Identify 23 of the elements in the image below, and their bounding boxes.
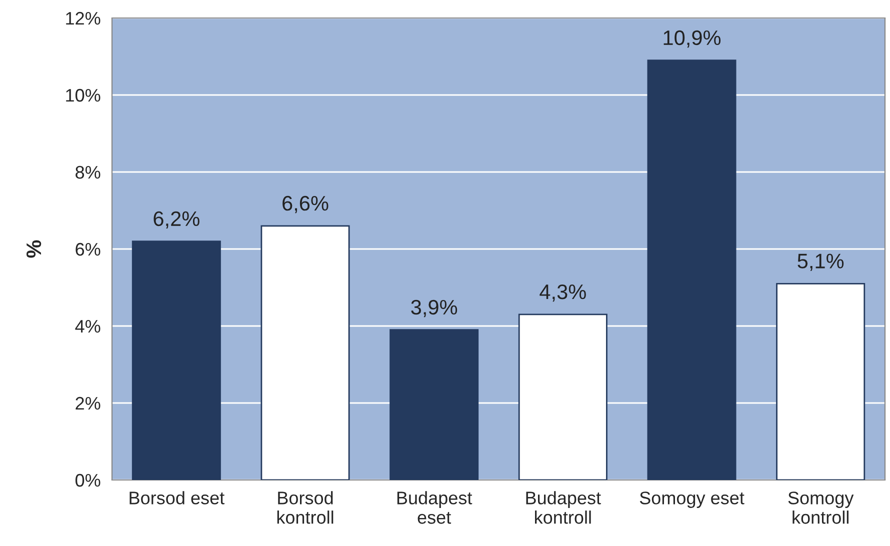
bar xyxy=(132,240,221,480)
data-label: 3,9% xyxy=(411,300,458,318)
x-tick-label: Budapest eset xyxy=(397,491,472,524)
bar xyxy=(390,329,479,480)
data-label: 5,1% xyxy=(798,254,844,271)
y-tick-label: 12% xyxy=(66,12,100,25)
y-axis-title: % xyxy=(26,240,42,258)
data-label: 10,9% xyxy=(664,30,721,48)
data-label: 4,3% xyxy=(540,284,586,302)
x-tick-label: Somogy kontroll xyxy=(788,492,854,524)
x-tick-label: Budapest kontroll xyxy=(526,491,601,524)
y-tick-label: 0% xyxy=(76,474,100,487)
data-label: 6,6% xyxy=(282,196,328,214)
x-tick-label: Borsod eset xyxy=(130,491,224,504)
y-tick-label: 8% xyxy=(76,166,100,179)
y-tick-label: 2% xyxy=(76,396,100,410)
y-tick-label: 6% xyxy=(76,242,100,256)
x-tick-label: Borsod kontroll xyxy=(277,491,334,524)
data-label: 6,2% xyxy=(154,211,200,229)
y-tick-label: 10% xyxy=(66,88,100,102)
bar xyxy=(647,60,736,480)
x-tick-label: Somogy eset xyxy=(640,492,744,508)
y-tick-label: 4% xyxy=(75,320,100,333)
